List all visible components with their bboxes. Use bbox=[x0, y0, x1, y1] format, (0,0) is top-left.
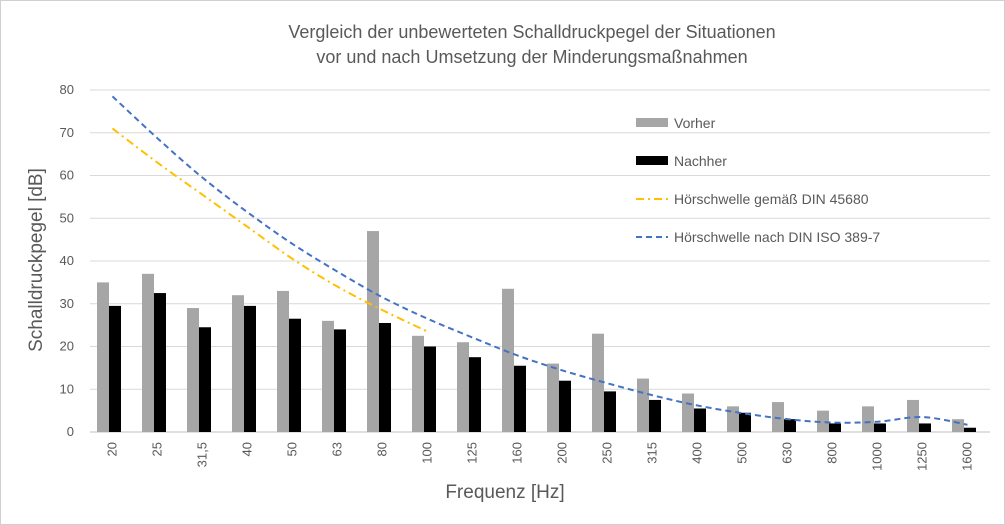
line-din-45680 bbox=[111, 127, 428, 333]
bar-nachher bbox=[649, 399, 661, 432]
bar-vorher bbox=[457, 342, 469, 432]
x-tick-label: 31,5 bbox=[195, 442, 210, 467]
x-axis-ticks: 20 25 31,5 40 50 63 80 100 125 160 200 250 315 400 500… bbox=[105, 442, 975, 471]
y-tick-label: 50 bbox=[60, 210, 74, 225]
x-tick-label: 250 bbox=[600, 442, 615, 464]
line-din-iso-389-7 bbox=[111, 95, 968, 426]
bar-vorher bbox=[412, 335, 424, 432]
x-tick-label: 80 bbox=[375, 442, 390, 456]
bar-vorher bbox=[862, 406, 874, 432]
bar-nachher bbox=[784, 419, 796, 432]
chart-title-line-1: Vergleich der unbewerteten Schalldruckpe… bbox=[288, 22, 775, 42]
x-tick-label: 400 bbox=[690, 442, 705, 464]
bar-nachher bbox=[694, 408, 706, 432]
bar-vorher bbox=[547, 363, 559, 432]
x-tick-label: 1000 bbox=[870, 442, 885, 471]
bar-nachher bbox=[334, 329, 346, 432]
x-tick-label: 200 bbox=[555, 442, 570, 464]
bar-vorher bbox=[772, 402, 784, 432]
bar-vorher bbox=[592, 333, 604, 432]
legend-label: Hörschwelle gemäß DIN 45680 bbox=[674, 191, 869, 207]
x-tick-label: 40 bbox=[240, 442, 255, 456]
x-tick-label: 630 bbox=[780, 442, 795, 464]
x-tick-label: 20 bbox=[105, 442, 120, 456]
bar-vorher bbox=[142, 273, 154, 432]
x-tick-label: 800 bbox=[825, 442, 840, 464]
bar-nachher bbox=[244, 305, 256, 432]
bar-series bbox=[97, 231, 976, 432]
x-tick-label: 125 bbox=[465, 442, 480, 464]
bar-vorher bbox=[817, 410, 829, 432]
y-axis-title: Schalldruckpegel [dB] bbox=[26, 168, 47, 352]
x-tick-label: 500 bbox=[735, 442, 750, 464]
y-tick-label: 30 bbox=[60, 296, 74, 311]
x-tick-label: 63 bbox=[330, 442, 345, 456]
bar-nachher bbox=[739, 412, 751, 432]
bar-vorher bbox=[367, 231, 379, 432]
bar-nachher bbox=[964, 427, 976, 432]
legend-label: Nachher bbox=[674, 153, 727, 169]
legend-swatch bbox=[636, 156, 668, 165]
gridlines bbox=[90, 89, 990, 433]
legend: Vorher Nachher Hörschwelle gemäß DIN 45680… bbox=[636, 115, 880, 245]
y-tick-label: 80 bbox=[60, 82, 74, 97]
bar-vorher bbox=[637, 378, 649, 432]
bar-nachher bbox=[559, 380, 571, 432]
x-tick-label: 50 bbox=[285, 442, 300, 456]
bar-vorher bbox=[907, 399, 919, 432]
bar-vorher bbox=[232, 295, 244, 432]
bar-nachher bbox=[109, 305, 121, 432]
x-tick-label: 1250 bbox=[915, 442, 930, 471]
bar-vorher bbox=[682, 393, 694, 432]
y-tick-label: 20 bbox=[60, 339, 74, 354]
bar-nachher bbox=[874, 423, 886, 432]
bar-nachher bbox=[289, 318, 301, 432]
bar-vorher bbox=[97, 282, 109, 432]
bar-nachher bbox=[379, 322, 391, 432]
x-tick-label: 25 bbox=[150, 442, 165, 456]
legend-label: Hörschwelle nach DIN ISO 389-7 bbox=[674, 229, 880, 245]
legend-label: Vorher bbox=[674, 115, 716, 131]
bar-nachher bbox=[154, 293, 166, 432]
bar-nachher bbox=[199, 327, 211, 432]
x-tick-label: 160 bbox=[510, 442, 525, 464]
bar-nachher bbox=[514, 365, 526, 432]
bar-vorher bbox=[187, 308, 199, 432]
bar-vorher bbox=[277, 290, 289, 432]
bar-nachher bbox=[919, 423, 931, 432]
bar-vorher bbox=[952, 419, 964, 432]
x-tick-label: 1600 bbox=[960, 442, 975, 471]
y-tick-label: 60 bbox=[60, 168, 74, 183]
y-axis-ticks: 0 10 20 30 40 50 60 70 80 bbox=[60, 82, 74, 439]
y-tick-label: 40 bbox=[60, 253, 74, 268]
legend-swatch bbox=[636, 118, 668, 127]
bar-vorher bbox=[322, 320, 334, 432]
x-tick-label: 315 bbox=[645, 442, 660, 464]
bar-vorher bbox=[502, 288, 514, 432]
y-tick-label: 10 bbox=[60, 381, 74, 396]
line-series bbox=[111, 95, 968, 426]
x-axis-title: Frequenz [Hz] bbox=[445, 482, 564, 503]
bar-nachher bbox=[469, 357, 481, 432]
bar-nachher bbox=[604, 391, 616, 432]
x-tick-label: 100 bbox=[420, 442, 435, 464]
y-tick-label: 0 bbox=[67, 424, 74, 439]
chart-title-line-2: vor und nach Umsetzung der Minderungsmaß… bbox=[316, 47, 747, 67]
bar-nachher bbox=[829, 423, 841, 432]
y-tick-label: 70 bbox=[60, 125, 74, 140]
bar-nachher bbox=[424, 346, 436, 432]
